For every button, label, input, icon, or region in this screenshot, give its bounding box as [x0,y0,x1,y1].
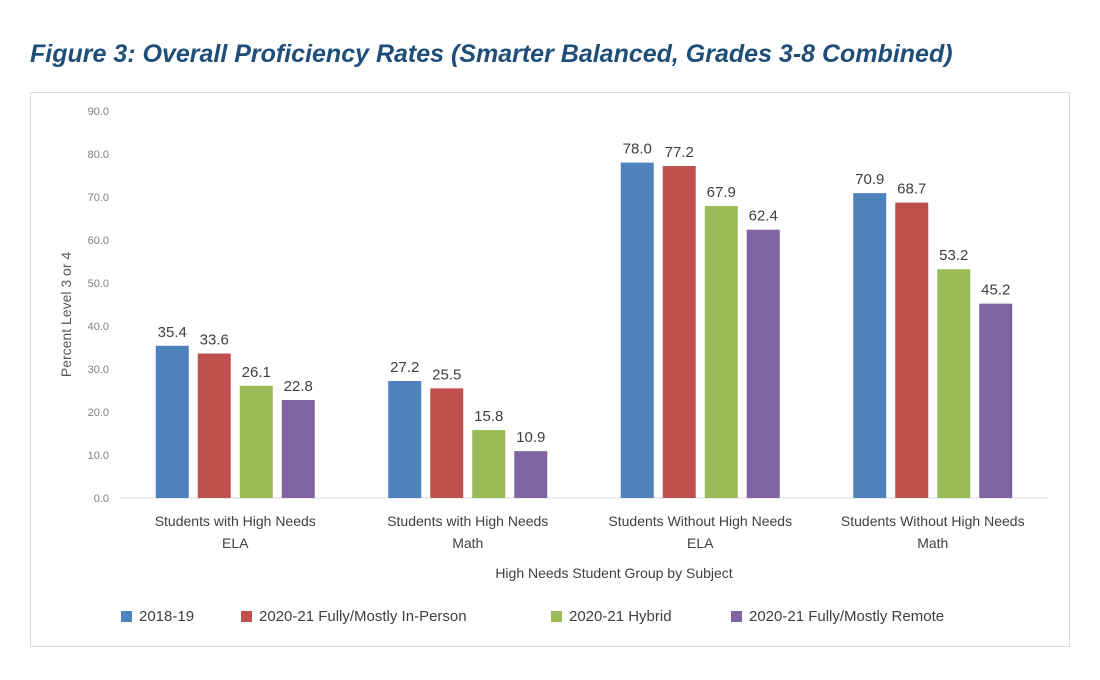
legend-swatch [241,611,252,622]
bar [746,229,780,498]
bar [662,166,696,498]
y-tick-label: 90.0 [88,106,109,118]
y-axis-title: Percent Level 3 or 4 [58,252,74,378]
bar-value-label: 26.1 [242,364,271,381]
bar-value-label: 15.8 [474,408,503,425]
y-tick-label: 50.0 [88,278,109,290]
bar-value-label: 53.2 [939,247,968,264]
y-tick-label: 40.0 [88,321,109,333]
bar-value-label: 77.2 [665,144,694,161]
category-label: Students with High Needs [387,513,548,529]
legend-swatch [731,611,742,622]
bar-chart: 0.0 10.0 20.0 30.0 40.0 50.0 60.0 70.0 80.0 90.0 P… [58,106,1049,625]
category-label: Math [452,535,483,551]
bar [430,388,464,498]
category-label: Students Without High Needs [608,513,792,529]
bar [895,202,929,498]
bar-value-label: 22.8 [284,378,313,395]
bar-value-label: 62.4 [749,208,778,225]
bar [239,385,273,498]
bar-value-label: 27.2 [390,359,419,376]
bar [704,206,738,498]
y-tick-label: 20.0 [88,407,109,419]
bar-value-label: 25.5 [432,366,461,383]
bar-value-label: 35.4 [158,324,187,341]
bar [620,162,654,498]
category-label: Students Without High Needs [841,513,1025,529]
bar [937,269,971,498]
legend-label: 2020-21 Fully/Mostly In-Person [259,608,467,625]
bar-value-label: 70.9 [855,171,884,188]
category-label: ELA [222,535,249,551]
bar [155,345,189,498]
bar [197,353,231,498]
y-tick-label: 10.0 [88,450,109,462]
y-tick-label: 60.0 [88,235,109,247]
bar-value-label: 68.7 [897,181,926,198]
x-axis-title: High Needs Student Group by Subject [495,565,732,581]
chart-frame: 0.0 10.0 20.0 30.0 40.0 50.0 60.0 70.0 80.0 90.0 P… [30,92,1070,647]
legend-label: 2020-21 Hybrid [569,608,672,625]
y-tick-label: 80.0 [88,149,109,161]
category-label: Math [917,535,948,551]
y-tick-label: 0.0 [94,493,109,505]
bar-value-label: 67.9 [707,184,736,201]
bar [514,451,548,498]
legend-label: 2020-21 Fully/Mostly Remote [749,608,944,625]
bar [472,430,506,498]
bar-value-label: 10.9 [516,429,545,446]
legend-swatch [121,611,132,622]
figure-title: Figure 3: Overall Proficiency Rates (Sma… [30,40,953,68]
y-tick-label: 70.0 [88,192,109,204]
bar [388,381,422,498]
bar-value-label: 45.2 [981,282,1010,299]
bar [853,193,887,498]
category-label: ELA [687,535,714,551]
category-label: Students with High Needs [155,513,316,529]
bar-value-label: 33.6 [200,332,229,349]
y-tick-label: 30.0 [88,364,109,376]
legend-swatch [551,611,562,622]
bar [281,399,315,498]
bar-value-label: 78.0 [623,141,652,158]
legend-label: 2018-19 [139,608,194,625]
bar [979,303,1013,498]
